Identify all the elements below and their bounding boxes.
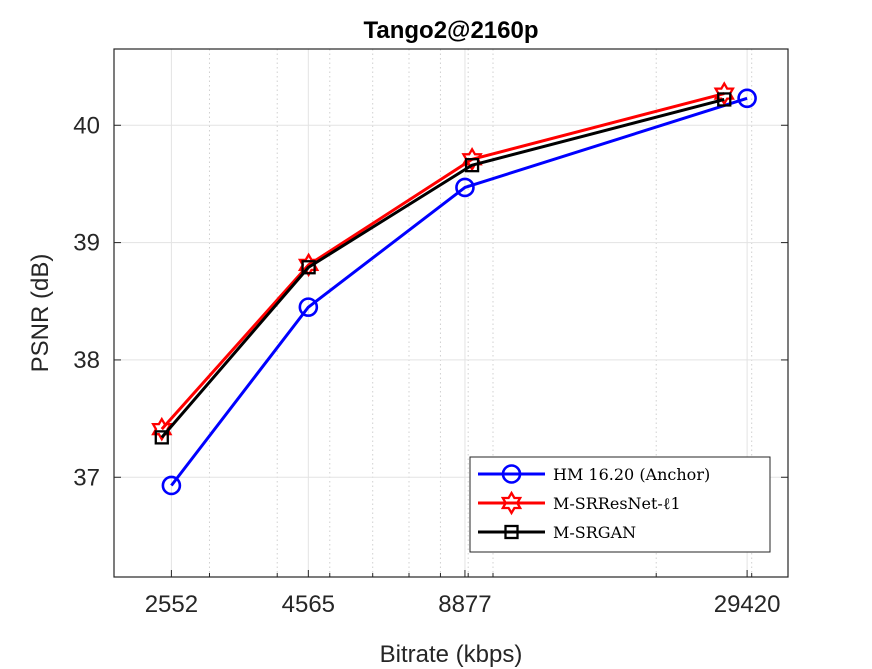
data-point-square: [717, 92, 732, 107]
data-point-hexagram: [461, 147, 483, 172]
series-line-hexagram: [160, 92, 725, 431]
chart-title: Tango2@2160p: [363, 17, 538, 44]
series-line-square: [160, 97, 725, 439]
tick-marks: [114, 124, 788, 577]
data-point-circle: [455, 177, 475, 198]
data-point-hexagram: [151, 416, 173, 442]
legend: HM 16.20 (Anchor) M-SRResNet-ℓ1 M-SRGAN: [469, 456, 771, 553]
data-point-square: [464, 158, 480, 173]
legend-label: M-SRResNet-ℓ1: [553, 494, 681, 513]
legend-label: M-SRGAN: [553, 523, 636, 542]
data-point-square: [154, 430, 169, 445]
data-point-circle: [161, 475, 182, 496]
x-tick-label: 4565: [282, 591, 335, 618]
y-tick-label: 40: [73, 112, 100, 139]
x-tick-label: 2552: [145, 591, 198, 618]
y-tick-label: 39: [73, 230, 100, 257]
data-point-hexagram: [297, 252, 320, 278]
legend-marker-hexagram: [500, 490, 523, 516]
series-group: [151, 81, 757, 496]
tick-labels: 2552 4565 8877 29420 37 38 39 40: [73, 112, 780, 618]
series-line-circle: [170, 96, 748, 487]
legend-marker-circle: [501, 464, 522, 484]
x-tick-label: 8877: [438, 591, 491, 618]
x-axis-label: Bitrate (kbps): [380, 641, 523, 668]
data-point-square: [301, 260, 316, 275]
legend-marker-square: [504, 524, 519, 540]
plot-frame: [113, 48, 789, 578]
legend-label: HM 16.20 (Anchor): [553, 465, 710, 484]
data-point-circle: [298, 297, 319, 317]
x-tick-label: 29420: [714, 591, 781, 618]
y-tick-label: 37: [73, 464, 100, 491]
y-axis-label: PSNR (dB): [27, 254, 54, 373]
y-tick-label: 38: [73, 347, 100, 374]
data-point-circle: [737, 88, 757, 109]
data-point-hexagram: [713, 81, 735, 106]
